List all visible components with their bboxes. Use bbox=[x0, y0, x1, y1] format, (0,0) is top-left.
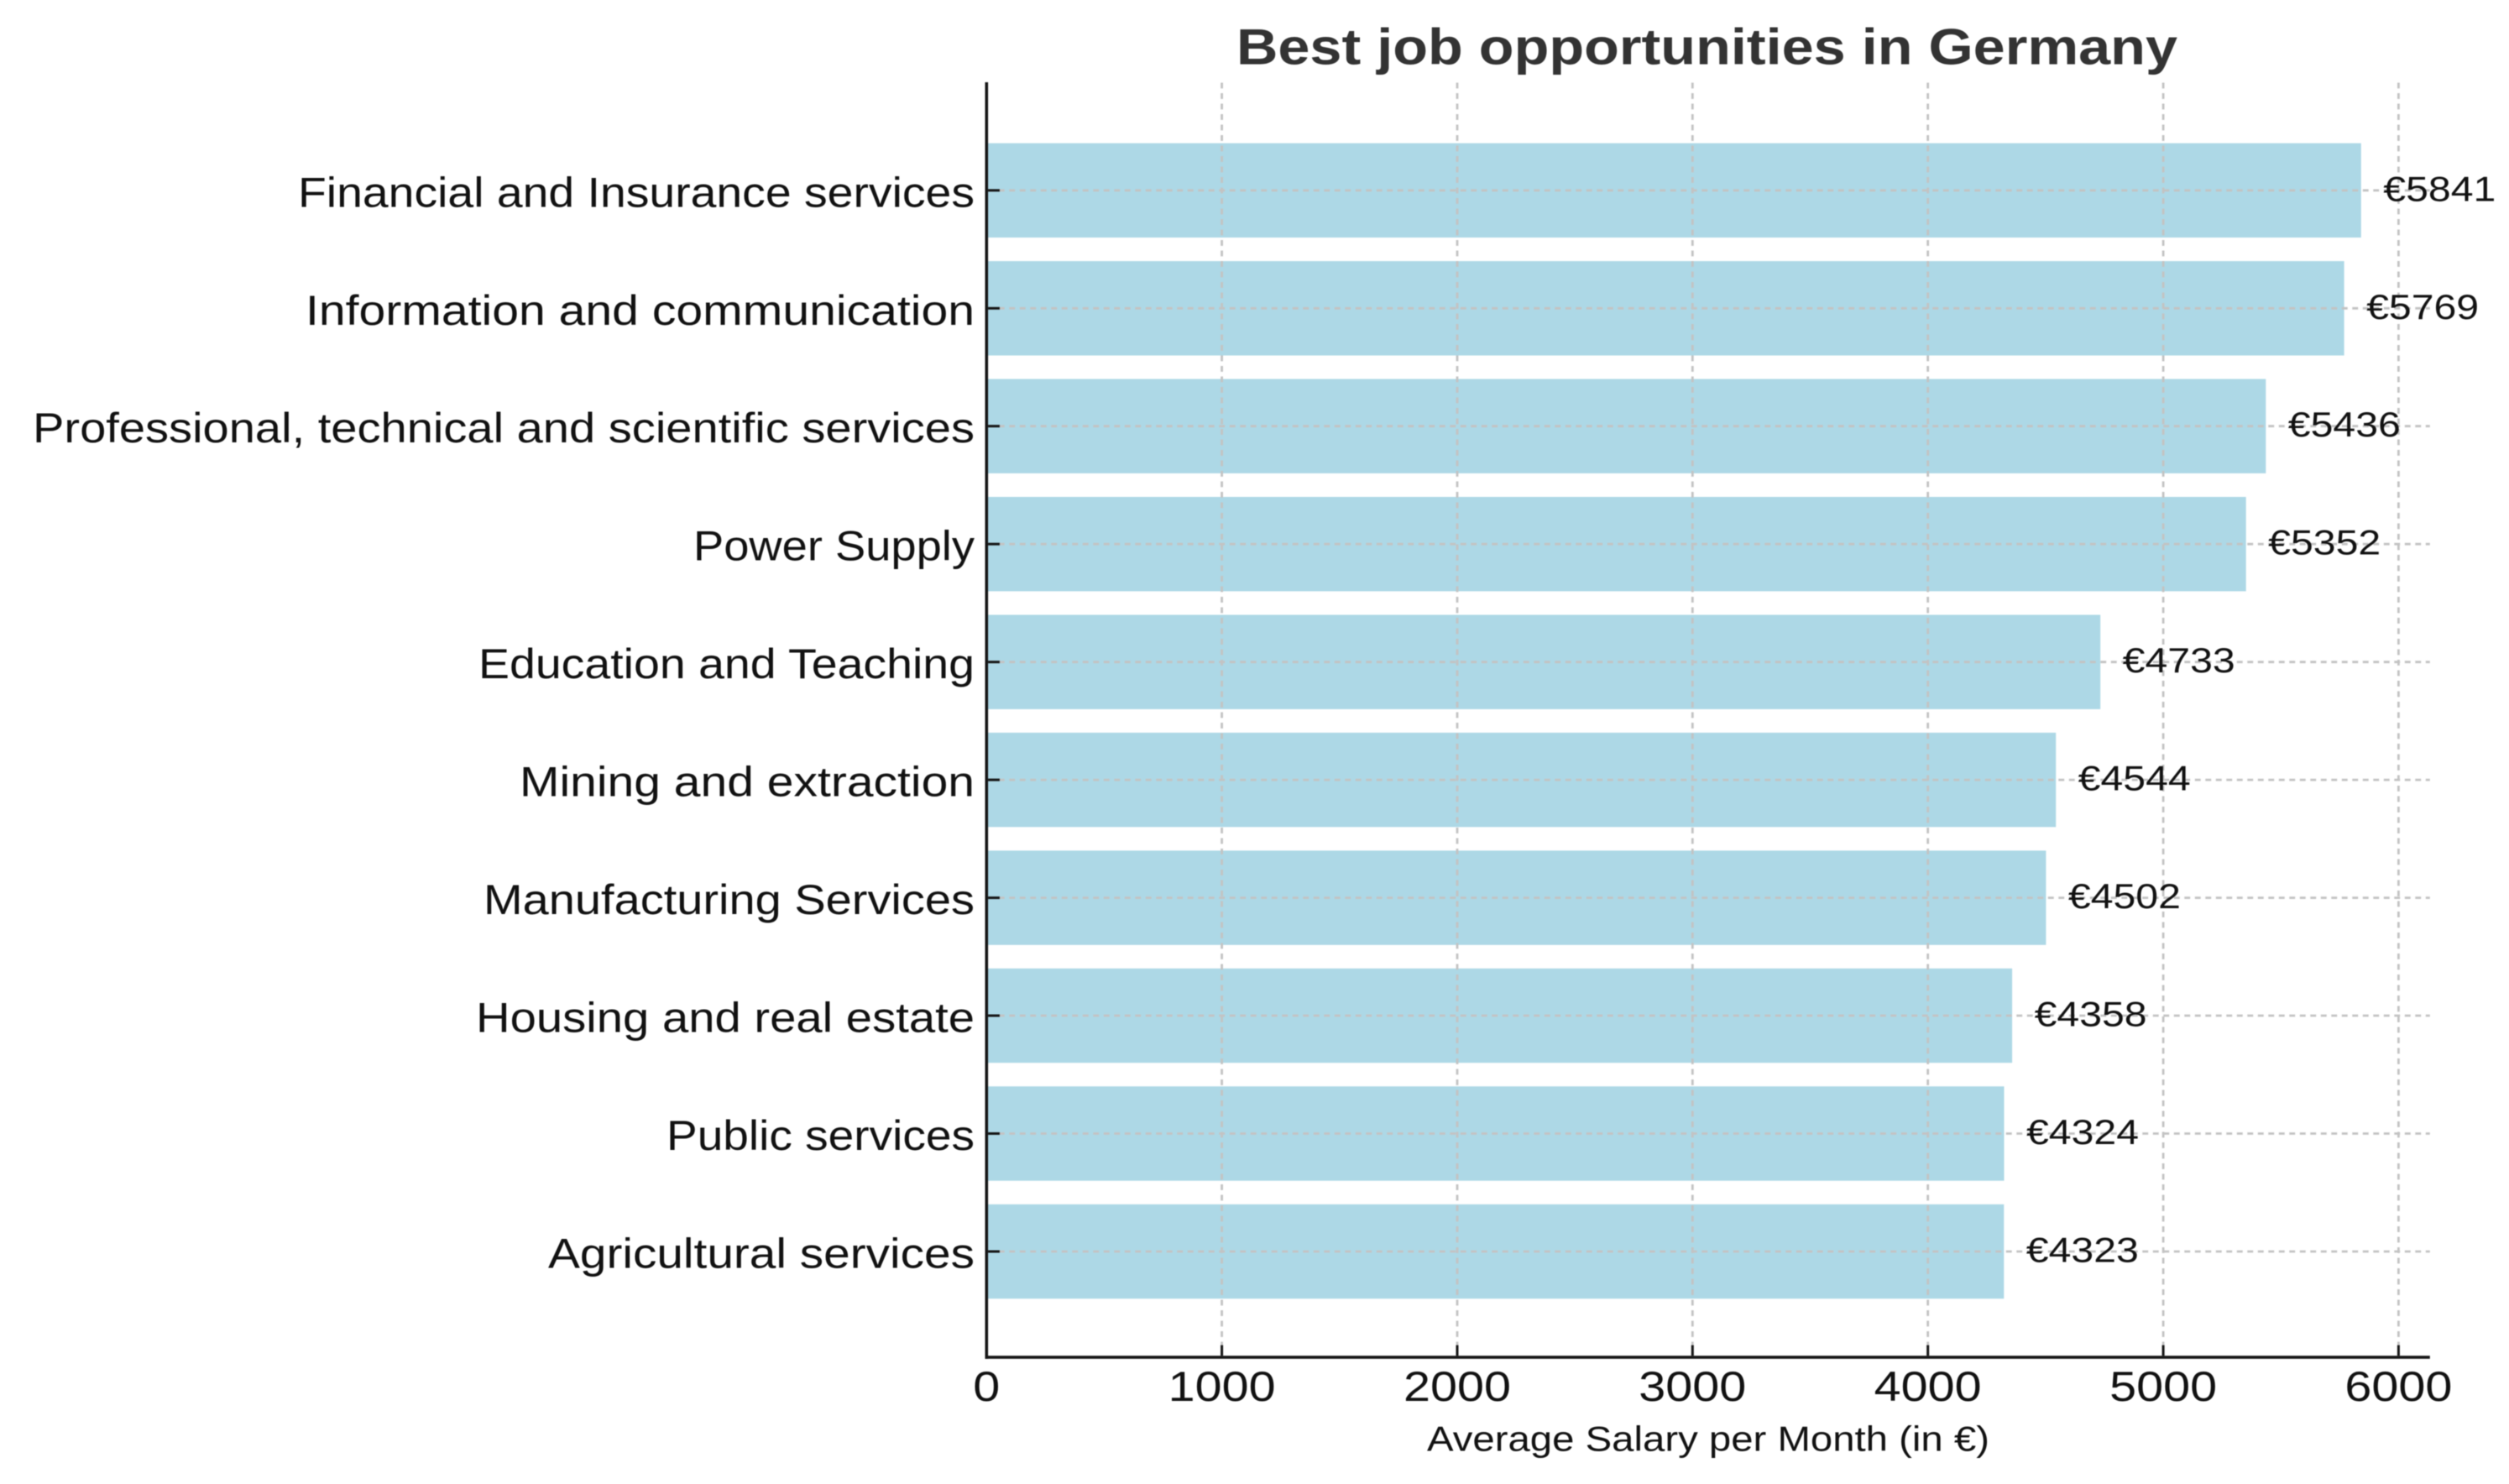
svg-text:Professional, technical and sc: Professional, technical and scientific s… bbox=[33, 405, 975, 452]
svg-text:€5352: €5352 bbox=[2268, 523, 2381, 562]
svg-text:€4323: €4323 bbox=[2026, 1231, 2139, 1270]
svg-text:Housing and real estate: Housing and real estate bbox=[476, 995, 975, 1042]
svg-text:€5841: €5841 bbox=[2383, 169, 2496, 208]
svg-text:4000: 4000 bbox=[1874, 1363, 1982, 1410]
svg-text:Average Salary per Month (in €: Average Salary per Month (in €) bbox=[1427, 1419, 1989, 1459]
svg-text:€5436: €5436 bbox=[2288, 405, 2401, 444]
svg-text:€4733: €4733 bbox=[2123, 640, 2235, 680]
svg-text:€4358: €4358 bbox=[2035, 995, 2147, 1034]
svg-text:5000: 5000 bbox=[2109, 1363, 2217, 1410]
svg-text:€4324: €4324 bbox=[2026, 1112, 2139, 1152]
svg-text:Public services: Public services bbox=[666, 1112, 975, 1159]
svg-text:Power Supply: Power Supply bbox=[693, 523, 975, 570]
svg-text:Information and communication: Information and communication bbox=[306, 287, 975, 334]
svg-text:Financial and Insurance servic: Financial and Insurance services bbox=[298, 169, 975, 216]
svg-text:Best job opportunities in Germ: Best job opportunities in Germany bbox=[1236, 18, 2178, 75]
svg-text:Mining and extraction: Mining and extraction bbox=[520, 759, 975, 806]
svg-text:0: 0 bbox=[973, 1363, 1000, 1410]
svg-text:3000: 3000 bbox=[1639, 1363, 1746, 1410]
svg-text:6000: 6000 bbox=[2344, 1363, 2452, 1410]
svg-text:€4502: €4502 bbox=[2068, 876, 2181, 916]
svg-text:1000: 1000 bbox=[1168, 1363, 1276, 1410]
svg-text:Agricultural services: Agricultural services bbox=[548, 1231, 975, 1278]
svg-text:Manufacturing Services: Manufacturing Services bbox=[484, 876, 975, 923]
svg-text:Education and Teaching: Education and Teaching bbox=[478, 640, 975, 687]
svg-text:€4544: €4544 bbox=[2078, 759, 2191, 798]
svg-text:2000: 2000 bbox=[1403, 1363, 1511, 1410]
svg-text:€5769: €5769 bbox=[2366, 287, 2479, 327]
